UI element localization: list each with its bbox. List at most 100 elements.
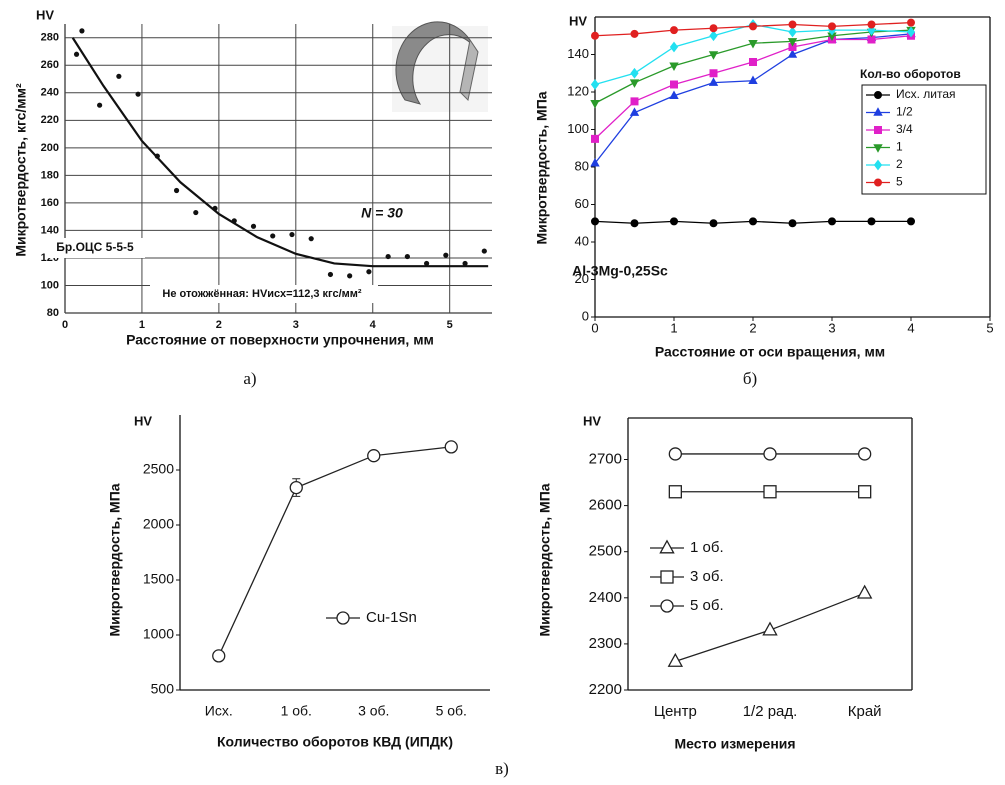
marker xyxy=(670,26,678,35)
x-tick-label: 1/2 рад. xyxy=(743,703,798,720)
marker xyxy=(907,217,915,226)
label-box xyxy=(150,285,378,303)
marker xyxy=(212,649,226,663)
annotation: Al-3Mg-0,25Sc xyxy=(572,263,668,279)
marker xyxy=(590,99,600,109)
y-tick-label: 260 xyxy=(41,59,59,71)
point xyxy=(193,209,199,216)
x-tick-label: 1 об. xyxy=(281,703,312,719)
y-axis-label: Микротвердость, МПа xyxy=(534,91,550,244)
caption: б) xyxy=(743,369,757,388)
x-tick-label: 2 xyxy=(749,320,756,335)
marker xyxy=(659,539,675,554)
point xyxy=(154,153,160,159)
marker xyxy=(788,20,797,29)
y-tick-label: 280 xyxy=(41,32,59,44)
marker xyxy=(668,447,682,461)
x-axis-label: Расстояние от поверхности упрочнения, мм xyxy=(126,332,434,348)
legend-title: Кол-во оборотов xyxy=(860,67,961,81)
x-axis-label: Расстояние от оси вращения, мм xyxy=(655,344,885,360)
legend-label: Cu-1Sn xyxy=(366,609,417,626)
marker xyxy=(708,77,719,86)
trend-line xyxy=(71,37,489,268)
marker xyxy=(709,219,718,228)
y-tick-label: 100 xyxy=(41,279,59,291)
legend-label: Исх. литая xyxy=(896,87,956,101)
marker xyxy=(867,217,876,226)
y-tick-label: 60 xyxy=(575,196,589,211)
y-tick-label: 2400 xyxy=(589,589,622,606)
y-unit: HV xyxy=(134,413,152,428)
x-tick-label: Край xyxy=(848,703,882,720)
point xyxy=(385,253,391,260)
marker xyxy=(858,485,872,499)
y-tick-label: 80 xyxy=(575,158,589,173)
marker xyxy=(906,26,916,38)
x-tick-label: Центр xyxy=(654,703,697,720)
x-tick-label: 1 xyxy=(670,320,677,335)
y-tick-label: 140 xyxy=(41,224,59,236)
x-tick-label: 4 xyxy=(370,319,377,331)
marker xyxy=(873,107,883,116)
point xyxy=(327,271,334,278)
marker xyxy=(787,38,798,47)
point xyxy=(97,102,103,108)
y-tick-label: 1000 xyxy=(143,626,174,642)
legend-label: 1 xyxy=(896,140,903,154)
x-tick-label: 5 об. xyxy=(436,703,467,719)
marker xyxy=(590,158,600,167)
marker xyxy=(709,24,718,33)
legend-label: 5 об. xyxy=(690,597,724,614)
legend-label: 3 об. xyxy=(690,568,724,585)
caption: а) xyxy=(243,369,256,388)
y-tick-label: 2500 xyxy=(589,543,622,560)
marker xyxy=(630,67,639,79)
marker xyxy=(749,22,757,31)
marker xyxy=(907,18,915,27)
marker xyxy=(708,51,719,60)
point xyxy=(347,273,353,279)
label-box xyxy=(45,238,145,258)
marker xyxy=(873,144,883,153)
marker xyxy=(762,621,778,636)
point xyxy=(250,223,257,229)
marker xyxy=(874,126,882,134)
y-tick-label: 2300 xyxy=(589,635,622,652)
marker xyxy=(858,447,872,461)
marker xyxy=(709,69,718,78)
marker xyxy=(788,26,797,38)
point xyxy=(231,218,237,224)
y-unit: HV xyxy=(36,7,54,22)
point xyxy=(424,260,430,267)
sample-image xyxy=(392,21,488,112)
marker xyxy=(873,159,883,171)
x-tick-label: 0 xyxy=(591,320,598,335)
y-tick-label: 1500 xyxy=(143,571,174,587)
y-tick-label: 0 xyxy=(582,308,589,323)
marker xyxy=(763,447,777,461)
marker xyxy=(874,178,882,187)
y-tick-label: 40 xyxy=(575,233,589,248)
y-axis-label: Микротвердость, МПа xyxy=(537,483,553,636)
marker xyxy=(670,217,678,226)
legend-label: 5 xyxy=(896,175,903,189)
marker xyxy=(874,91,882,99)
y-tick-label: 200 xyxy=(41,142,59,154)
annotation: Бр.ОЦС 5-5-5 xyxy=(56,240,134,254)
marker xyxy=(629,79,640,88)
marker xyxy=(669,90,679,100)
y-unit: HV xyxy=(583,413,601,428)
point xyxy=(79,28,85,34)
marker xyxy=(630,29,639,38)
y-tick-label: 160 xyxy=(41,197,59,209)
y-tick-label: 180 xyxy=(41,169,59,181)
point xyxy=(116,73,122,79)
y-tick-label: 2600 xyxy=(589,497,622,514)
point xyxy=(366,269,372,275)
y-tick-label: 100 xyxy=(567,121,589,136)
y-tick-label: 2200 xyxy=(589,681,622,698)
x-tick-label: 0 xyxy=(62,319,68,331)
legend-label: 1 об. xyxy=(690,539,724,556)
marker xyxy=(748,75,758,85)
